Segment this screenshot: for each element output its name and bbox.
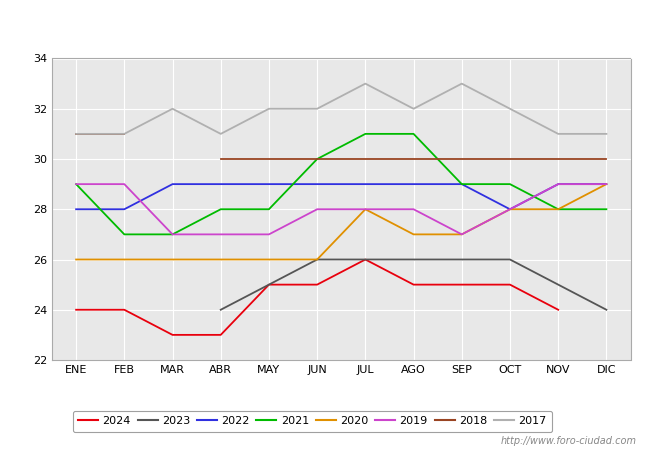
2020 [72,257,80,262]
2017 [217,131,225,137]
Line: 2022: 2022 [76,184,606,209]
2019 [506,207,514,212]
2019 [410,207,417,212]
2019 [120,181,128,187]
2022 [217,181,225,187]
2021 [120,232,128,237]
Line: 2021: 2021 [76,134,606,234]
2022 [410,181,417,187]
2023 [217,307,225,312]
2023 [506,257,514,262]
2019 [72,181,80,187]
2021 [410,131,417,137]
2024 [265,282,273,288]
2020 [603,181,610,187]
2017 [313,106,321,112]
2022 [265,181,273,187]
2024 [72,307,80,312]
2020 [410,232,417,237]
2017 [120,131,128,137]
Line: 2019: 2019 [76,184,606,234]
2017 [458,81,465,86]
Line: 2024: 2024 [76,260,558,335]
2022 [361,181,369,187]
2017 [168,106,176,112]
2023 [603,307,610,312]
2022 [458,181,465,187]
2019 [217,232,225,237]
2022 [313,181,321,187]
2019 [554,181,562,187]
Line: 2020: 2020 [76,184,606,260]
2021 [313,156,321,162]
2024 [217,332,225,338]
2019 [313,207,321,212]
2019 [603,181,610,187]
2021 [554,207,562,212]
2021 [72,181,80,187]
2021 [458,181,465,187]
2024 [120,307,128,312]
2024 [168,332,176,338]
2022 [168,181,176,187]
2023 [265,282,273,288]
2021 [168,232,176,237]
2023 [313,257,321,262]
2024 [313,282,321,288]
2022 [554,181,562,187]
2020 [217,257,225,262]
2019 [458,232,465,237]
2017 [361,81,369,86]
2018 [72,131,80,137]
2022 [603,181,610,187]
2020 [554,207,562,212]
2021 [361,131,369,137]
Line: 2023: 2023 [221,260,606,310]
2020 [458,232,465,237]
Legend: 2024, 2023, 2022, 2021, 2020, 2019, 2018, 2017: 2024, 2023, 2022, 2021, 2020, 2019, 2018… [73,411,552,432]
2017 [506,106,514,112]
2024 [506,282,514,288]
2019 [265,232,273,237]
Text: Afiliados en Amavida a 30/11/2024: Afiliados en Amavida a 30/11/2024 [179,11,471,29]
2021 [603,207,610,212]
2020 [265,257,273,262]
2019 [168,232,176,237]
2023 [458,257,465,262]
2021 [217,207,225,212]
2020 [361,207,369,212]
2023 [361,257,369,262]
2017 [603,131,610,137]
2023 [410,257,417,262]
2022 [72,207,80,212]
Text: http://www.foro-ciudad.com: http://www.foro-ciudad.com [501,436,637,446]
2020 [168,257,176,262]
2020 [506,207,514,212]
Line: 2017: 2017 [76,84,606,134]
2024 [458,282,465,288]
2022 [120,207,128,212]
2017 [554,131,562,137]
2021 [265,207,273,212]
2024 [361,257,369,262]
2024 [554,307,562,312]
2021 [506,181,514,187]
2017 [265,106,273,112]
2017 [72,131,80,137]
2017 [410,106,417,112]
2023 [554,282,562,288]
2020 [120,257,128,262]
2024 [410,282,417,288]
2022 [506,207,514,212]
2019 [361,207,369,212]
2018 [120,131,128,137]
2020 [313,257,321,262]
